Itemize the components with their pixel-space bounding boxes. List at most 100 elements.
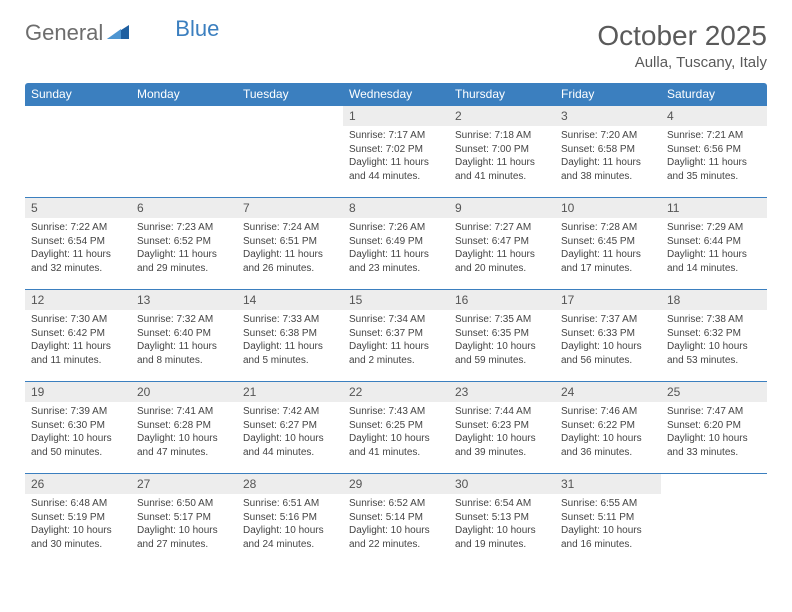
day-cell-27: 27Sunrise: 6:50 AMSunset: 5:17 PMDayligh… xyxy=(131,474,237,566)
day-details: Sunrise: 7:34 AMSunset: 6:37 PMDaylight:… xyxy=(343,310,449,381)
day-number: 2 xyxy=(449,106,555,126)
day-cell-21: 21Sunrise: 7:42 AMSunset: 6:27 PMDayligh… xyxy=(237,382,343,474)
day-number: 18 xyxy=(661,290,767,310)
day-cell-23: 23Sunrise: 7:44 AMSunset: 6:23 PMDayligh… xyxy=(449,382,555,474)
day-details: Sunrise: 7:32 AMSunset: 6:40 PMDaylight:… xyxy=(131,310,237,381)
day-number: 8 xyxy=(343,198,449,218)
week-row: 12Sunrise: 7:30 AMSunset: 6:42 PMDayligh… xyxy=(25,290,767,382)
day-details: Sunrise: 6:55 AMSunset: 5:11 PMDaylight:… xyxy=(555,494,661,565)
day-details: Sunrise: 7:37 AMSunset: 6:33 PMDaylight:… xyxy=(555,310,661,381)
header: General Blue October 2025 Aulla, Tuscany… xyxy=(25,20,767,71)
day-details: Sunrise: 7:44 AMSunset: 6:23 PMDaylight:… xyxy=(449,402,555,473)
day-cell-7: 7Sunrise: 7:24 AMSunset: 6:51 PMDaylight… xyxy=(237,198,343,290)
dow-header-wednesday: Wednesday xyxy=(343,83,449,106)
day-cell-16: 16Sunrise: 7:35 AMSunset: 6:35 PMDayligh… xyxy=(449,290,555,382)
day-details: Sunrise: 6:51 AMSunset: 5:16 PMDaylight:… xyxy=(237,494,343,565)
day-number: 28 xyxy=(237,474,343,494)
empty-cell xyxy=(25,106,131,198)
day-number: 7 xyxy=(237,198,343,218)
day-number: 23 xyxy=(449,382,555,402)
brand-triangle-icon xyxy=(107,23,129,44)
dow-header-thursday: Thursday xyxy=(449,83,555,106)
day-details: Sunrise: 6:50 AMSunset: 5:17 PMDaylight:… xyxy=(131,494,237,565)
day-number: 6 xyxy=(131,198,237,218)
day-number: 21 xyxy=(237,382,343,402)
day-details: Sunrise: 7:28 AMSunset: 6:45 PMDaylight:… xyxy=(555,218,661,289)
day-number: 24 xyxy=(555,382,661,402)
day-details: Sunrise: 7:20 AMSunset: 6:58 PMDaylight:… xyxy=(555,126,661,197)
day-details: Sunrise: 7:47 AMSunset: 6:20 PMDaylight:… xyxy=(661,402,767,473)
day-cell-2: 2Sunrise: 7:18 AMSunset: 7:00 PMDaylight… xyxy=(449,106,555,198)
empty-cell xyxy=(661,474,767,566)
day-number: 10 xyxy=(555,198,661,218)
day-number: 29 xyxy=(343,474,449,494)
day-number: 20 xyxy=(131,382,237,402)
empty-cell xyxy=(131,106,237,198)
day-cell-9: 9Sunrise: 7:27 AMSunset: 6:47 PMDaylight… xyxy=(449,198,555,290)
calendar-table: SundayMondayTuesdayWednesdayThursdayFrid… xyxy=(25,83,767,565)
day-number: 26 xyxy=(25,474,131,494)
day-details: Sunrise: 7:39 AMSunset: 6:30 PMDaylight:… xyxy=(25,402,131,473)
day-cell-6: 6Sunrise: 7:23 AMSunset: 6:52 PMDaylight… xyxy=(131,198,237,290)
day-cell-4: 4Sunrise: 7:21 AMSunset: 6:56 PMDaylight… xyxy=(661,106,767,198)
day-details: Sunrise: 7:30 AMSunset: 6:42 PMDaylight:… xyxy=(25,310,131,381)
day-details: Sunrise: 7:17 AMSunset: 7:02 PMDaylight:… xyxy=(343,126,449,197)
day-details: Sunrise: 7:42 AMSunset: 6:27 PMDaylight:… xyxy=(237,402,343,473)
day-number: 14 xyxy=(237,290,343,310)
day-details: Sunrise: 7:41 AMSunset: 6:28 PMDaylight:… xyxy=(131,402,237,473)
week-row: 19Sunrise: 7:39 AMSunset: 6:30 PMDayligh… xyxy=(25,382,767,474)
dow-header-saturday: Saturday xyxy=(661,83,767,106)
brand-logo: General Blue xyxy=(25,20,219,46)
dow-header-monday: Monday xyxy=(131,83,237,106)
day-cell-3: 3Sunrise: 7:20 AMSunset: 6:58 PMDaylight… xyxy=(555,106,661,198)
day-details: Sunrise: 7:18 AMSunset: 7:00 PMDaylight:… xyxy=(449,126,555,197)
day-cell-18: 18Sunrise: 7:38 AMSunset: 6:32 PMDayligh… xyxy=(661,290,767,382)
title-block: October 2025 Aulla, Tuscany, Italy xyxy=(597,20,767,71)
week-row: 1Sunrise: 7:17 AMSunset: 7:02 PMDaylight… xyxy=(25,106,767,198)
day-details: Sunrise: 7:23 AMSunset: 6:52 PMDaylight:… xyxy=(131,218,237,289)
day-cell-1: 1Sunrise: 7:17 AMSunset: 7:02 PMDaylight… xyxy=(343,106,449,198)
day-details: Sunrise: 6:52 AMSunset: 5:14 PMDaylight:… xyxy=(343,494,449,565)
day-number: 30 xyxy=(449,474,555,494)
day-details: Sunrise: 7:38 AMSunset: 6:32 PMDaylight:… xyxy=(661,310,767,381)
calendar-body: 1Sunrise: 7:17 AMSunset: 7:02 PMDaylight… xyxy=(25,106,767,566)
day-cell-19: 19Sunrise: 7:39 AMSunset: 6:30 PMDayligh… xyxy=(25,382,131,474)
day-number: 27 xyxy=(131,474,237,494)
dow-header-row: SundayMondayTuesdayWednesdayThursdayFrid… xyxy=(25,83,767,106)
day-cell-25: 25Sunrise: 7:47 AMSunset: 6:20 PMDayligh… xyxy=(661,382,767,474)
week-row: 5Sunrise: 7:22 AMSunset: 6:54 PMDaylight… xyxy=(25,198,767,290)
dow-header-tuesday: Tuesday xyxy=(237,83,343,106)
day-cell-31: 31Sunrise: 6:55 AMSunset: 5:11 PMDayligh… xyxy=(555,474,661,566)
day-details: Sunrise: 7:35 AMSunset: 6:35 PMDaylight:… xyxy=(449,310,555,381)
day-number: 3 xyxy=(555,106,661,126)
day-cell-17: 17Sunrise: 7:37 AMSunset: 6:33 PMDayligh… xyxy=(555,290,661,382)
day-cell-24: 24Sunrise: 7:46 AMSunset: 6:22 PMDayligh… xyxy=(555,382,661,474)
day-number: 9 xyxy=(449,198,555,218)
day-cell-12: 12Sunrise: 7:30 AMSunset: 6:42 PMDayligh… xyxy=(25,290,131,382)
day-details: Sunrise: 7:27 AMSunset: 6:47 PMDaylight:… xyxy=(449,218,555,289)
empty-cell xyxy=(237,106,343,198)
dow-header-friday: Friday xyxy=(555,83,661,106)
location: Aulla, Tuscany, Italy xyxy=(597,54,767,71)
day-number: 12 xyxy=(25,290,131,310)
brand-name-b: Blue xyxy=(175,16,219,42)
day-number: 25 xyxy=(661,382,767,402)
day-details: Sunrise: 7:33 AMSunset: 6:38 PMDaylight:… xyxy=(237,310,343,381)
day-cell-26: 26Sunrise: 6:48 AMSunset: 5:19 PMDayligh… xyxy=(25,474,131,566)
day-cell-28: 28Sunrise: 6:51 AMSunset: 5:16 PMDayligh… xyxy=(237,474,343,566)
brand-name-a: General xyxy=(25,20,103,46)
dow-header-sunday: Sunday xyxy=(25,83,131,106)
day-details: Sunrise: 7:22 AMSunset: 6:54 PMDaylight:… xyxy=(25,218,131,289)
day-details: Sunrise: 7:43 AMSunset: 6:25 PMDaylight:… xyxy=(343,402,449,473)
day-number: 19 xyxy=(25,382,131,402)
day-number: 17 xyxy=(555,290,661,310)
day-number: 22 xyxy=(343,382,449,402)
day-number: 5 xyxy=(25,198,131,218)
day-cell-11: 11Sunrise: 7:29 AMSunset: 6:44 PMDayligh… xyxy=(661,198,767,290)
month-title: October 2025 xyxy=(597,20,767,52)
day-details: Sunrise: 7:26 AMSunset: 6:49 PMDaylight:… xyxy=(343,218,449,289)
day-details: Sunrise: 7:29 AMSunset: 6:44 PMDaylight:… xyxy=(661,218,767,289)
day-number: 4 xyxy=(661,106,767,126)
day-details: Sunrise: 6:48 AMSunset: 5:19 PMDaylight:… xyxy=(25,494,131,565)
day-details: Sunrise: 6:54 AMSunset: 5:13 PMDaylight:… xyxy=(449,494,555,565)
